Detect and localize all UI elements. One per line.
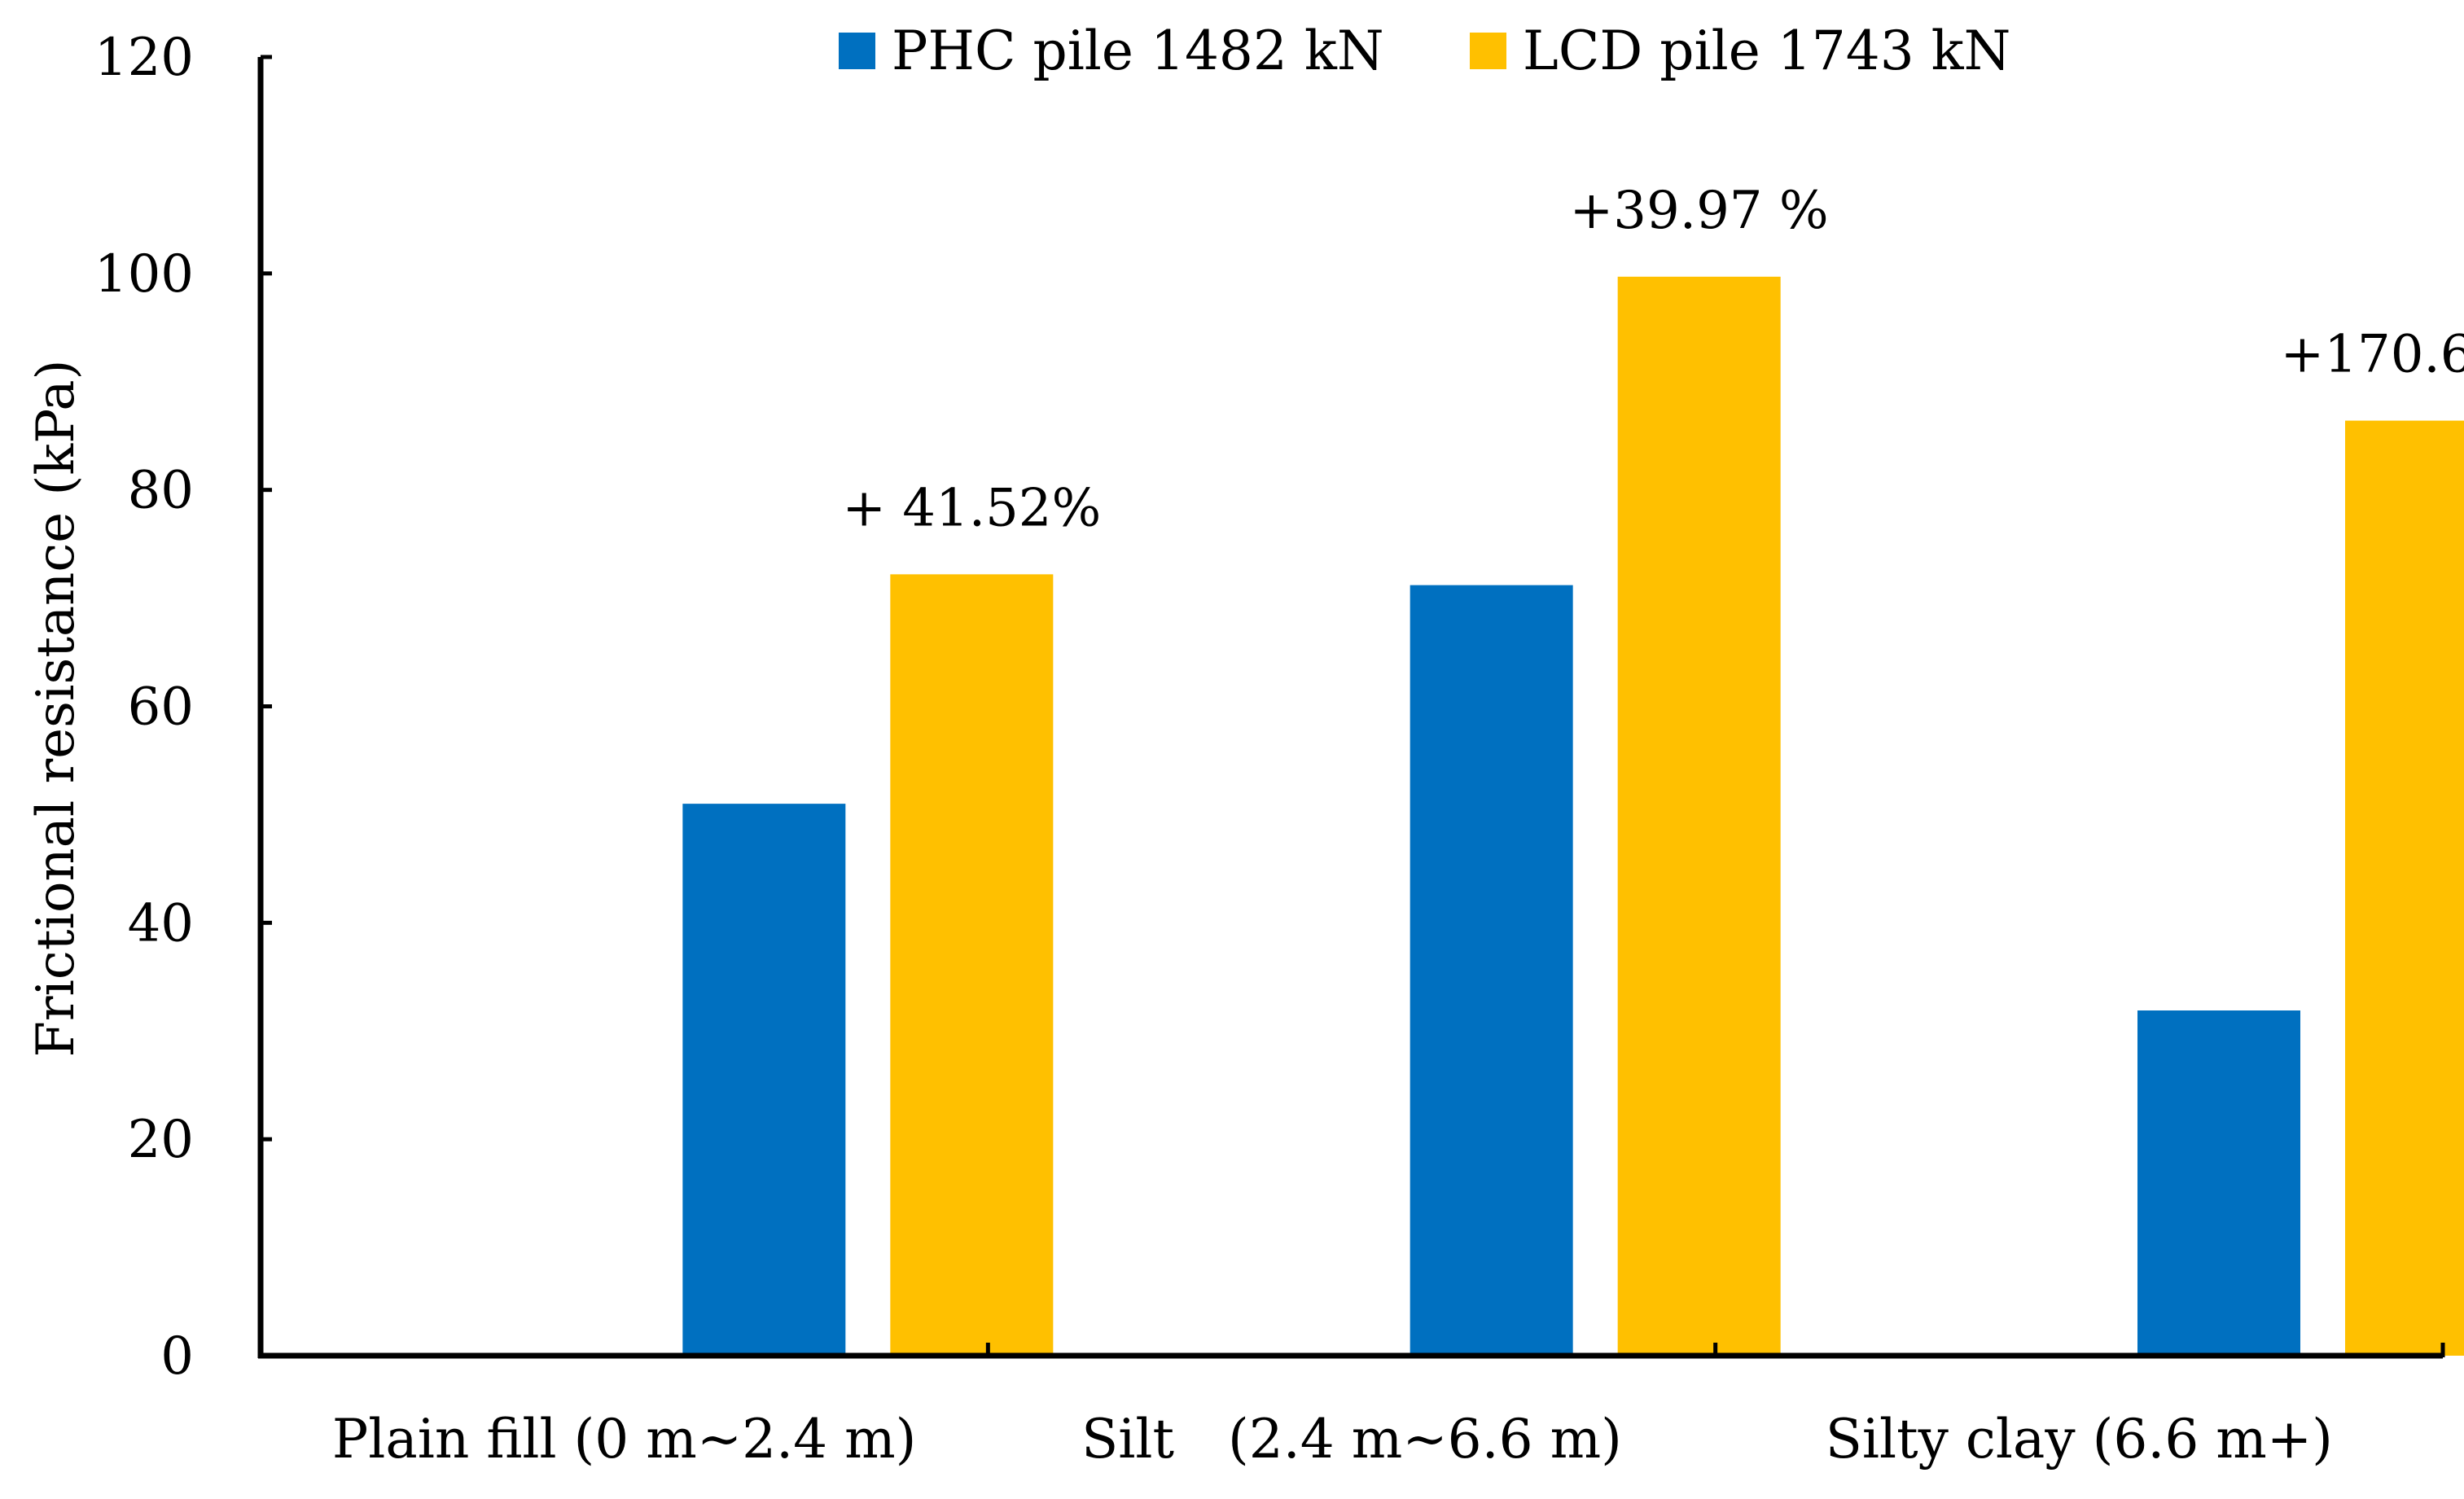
x-tick-label-2: Silt (2.4 m~6.6 m)	[1081, 1408, 1622, 1471]
legend-swatch-lcd	[1470, 33, 1506, 69]
legend: PHC pile 1482 kN LCD pile 1743 kN	[839, 20, 2010, 82]
y-tick-label-3: 60	[128, 677, 194, 738]
bar-lcd-2	[1617, 276, 1781, 1357]
y-tick-label-0: 0	[160, 1326, 194, 1387]
bar-phc-2	[1410, 585, 1573, 1356]
x-tick-label-1: Plain fill (0 m~2.4 m)	[332, 1408, 917, 1471]
bar-lcd-1	[890, 574, 1054, 1356]
plot-area: Plain fill (0 m~2.4 m) + 41.52% Silt (2.4 …	[94, 28, 2464, 1471]
y-tick-label-5: 100	[94, 244, 194, 305]
bar-phc-3	[2137, 1010, 2300, 1356]
annotation-1: + 41.52%	[842, 478, 1101, 538]
annotation-2: +39.97 %	[1570, 181, 1829, 241]
y-axis-title: Frictional resistance (kPa)	[26, 359, 86, 1057]
legend-label-phc: PHC pile 1482 kN	[892, 20, 1384, 82]
y-tick-label-1: 20	[128, 1110, 194, 1170]
bar-lcd-3	[2345, 420, 2464, 1356]
legend-swatch-phc	[839, 33, 875, 69]
y-tick-label-6: 120	[94, 28, 194, 88]
y-tick-label-4: 80	[128, 461, 194, 521]
y-tick-label-2: 40	[128, 893, 194, 953]
annotation-3: +170.69 %	[2281, 325, 2464, 385]
legend-label-lcd: LCD pile 1743 kN	[1523, 20, 2010, 82]
bar-phc-1	[682, 804, 846, 1356]
x-tick-label-3: Silty clay (6.6 m+)	[1826, 1408, 2333, 1471]
